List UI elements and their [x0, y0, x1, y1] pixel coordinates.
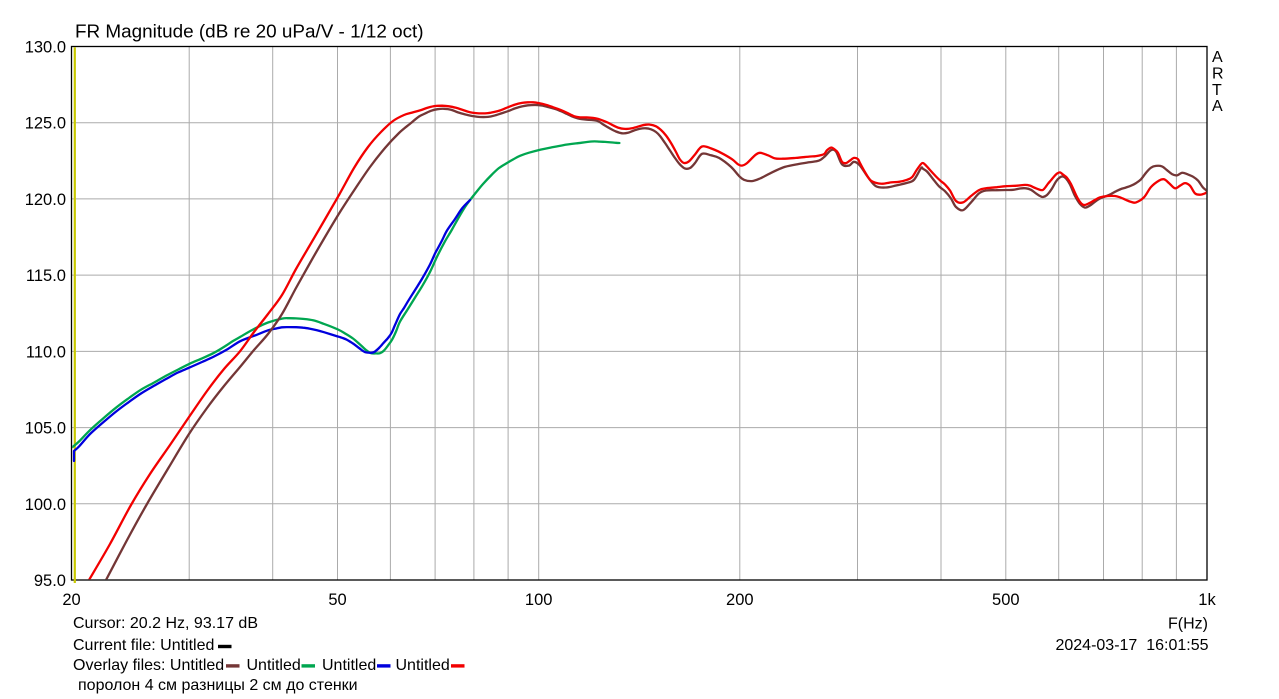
svg-text:200: 200 — [726, 591, 754, 609]
svg-text:500: 500 — [992, 591, 1020, 609]
svg-text:95.0: 95.0 — [34, 572, 66, 590]
svg-text:2024-03-17 16:01:55: 2024-03-17 16:01:55 — [1055, 637, 1208, 654]
svg-text:поролон 4 см разницы 2 см до с: поролон 4 см разницы 2 см до стенки — [78, 677, 358, 694]
svg-text:T: T — [1212, 82, 1222, 99]
svg-text:Untitled: Untitled — [247, 657, 301, 674]
svg-text:A: A — [1212, 49, 1223, 66]
svg-text:100: 100 — [525, 591, 553, 609]
svg-text:Cursor: 20.2 Hz, 93.17 dB: Cursor: 20.2 Hz, 93.17 dB — [73, 615, 258, 632]
svg-text:50: 50 — [328, 591, 346, 609]
svg-text:1k: 1k — [1198, 591, 1216, 609]
svg-text:Untitled: Untitled — [396, 657, 450, 674]
svg-text:Current file: Untitled: Current file: Untitled — [73, 637, 214, 654]
svg-text:FR Magnitude (dB re 20 uPa/V -: FR Magnitude (dB re 20 uPa/V - 1/12 oct) — [75, 22, 424, 43]
svg-text:Overlay files: Untitled: Overlay files: Untitled — [73, 657, 224, 674]
svg-text:115.0: 115.0 — [26, 267, 66, 285]
svg-text:20: 20 — [62, 591, 80, 609]
svg-text:Untitled: Untitled — [322, 657, 376, 674]
svg-text:130.0: 130.0 — [25, 39, 66, 57]
svg-text:R: R — [1212, 65, 1224, 82]
svg-text:110.0: 110.0 — [26, 343, 66, 361]
svg-text:105.0: 105.0 — [25, 420, 66, 438]
svg-text:A: A — [1212, 98, 1223, 115]
svg-text:125.0: 125.0 — [25, 115, 66, 133]
svg-text:F(Hz): F(Hz) — [1168, 616, 1208, 633]
svg-text:120.0: 120.0 — [25, 191, 66, 209]
svg-text:100.0: 100.0 — [25, 496, 66, 514]
